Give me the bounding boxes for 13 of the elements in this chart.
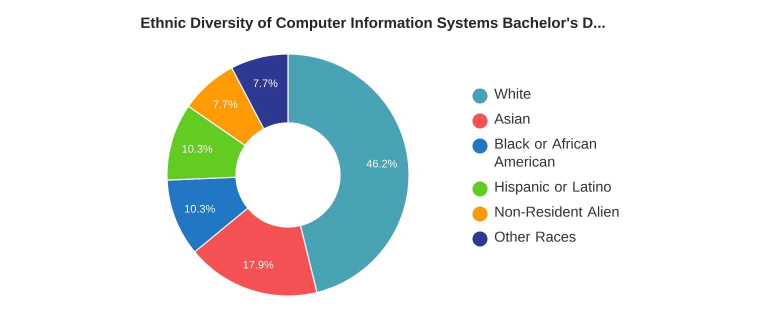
- data-label: 17.9%: [244, 260, 274, 269]
- legend-label: White: [494, 88, 530, 99]
- legend-label: Asian: [494, 113, 530, 124]
- data-label: 10.3%: [182, 144, 212, 153]
- data-label: 46.2%: [366, 160, 397, 168]
- legend-label: Black or African American: [494, 138, 596, 167]
- chart-title: Ethnic Diversity of Computer Information Systems Bachelor's D...: [141, 17, 605, 31]
- legend-label: Non-Resident Alien: [495, 206, 618, 217]
- data-label: 10.3%: [185, 204, 215, 213]
- data-label: 7.7%: [253, 79, 278, 88]
- legend-label: Other Races: [494, 231, 576, 242]
- legend-label: Hispanic or Latino: [495, 181, 611, 195]
- data-label: 7.7%: [213, 100, 238, 108]
